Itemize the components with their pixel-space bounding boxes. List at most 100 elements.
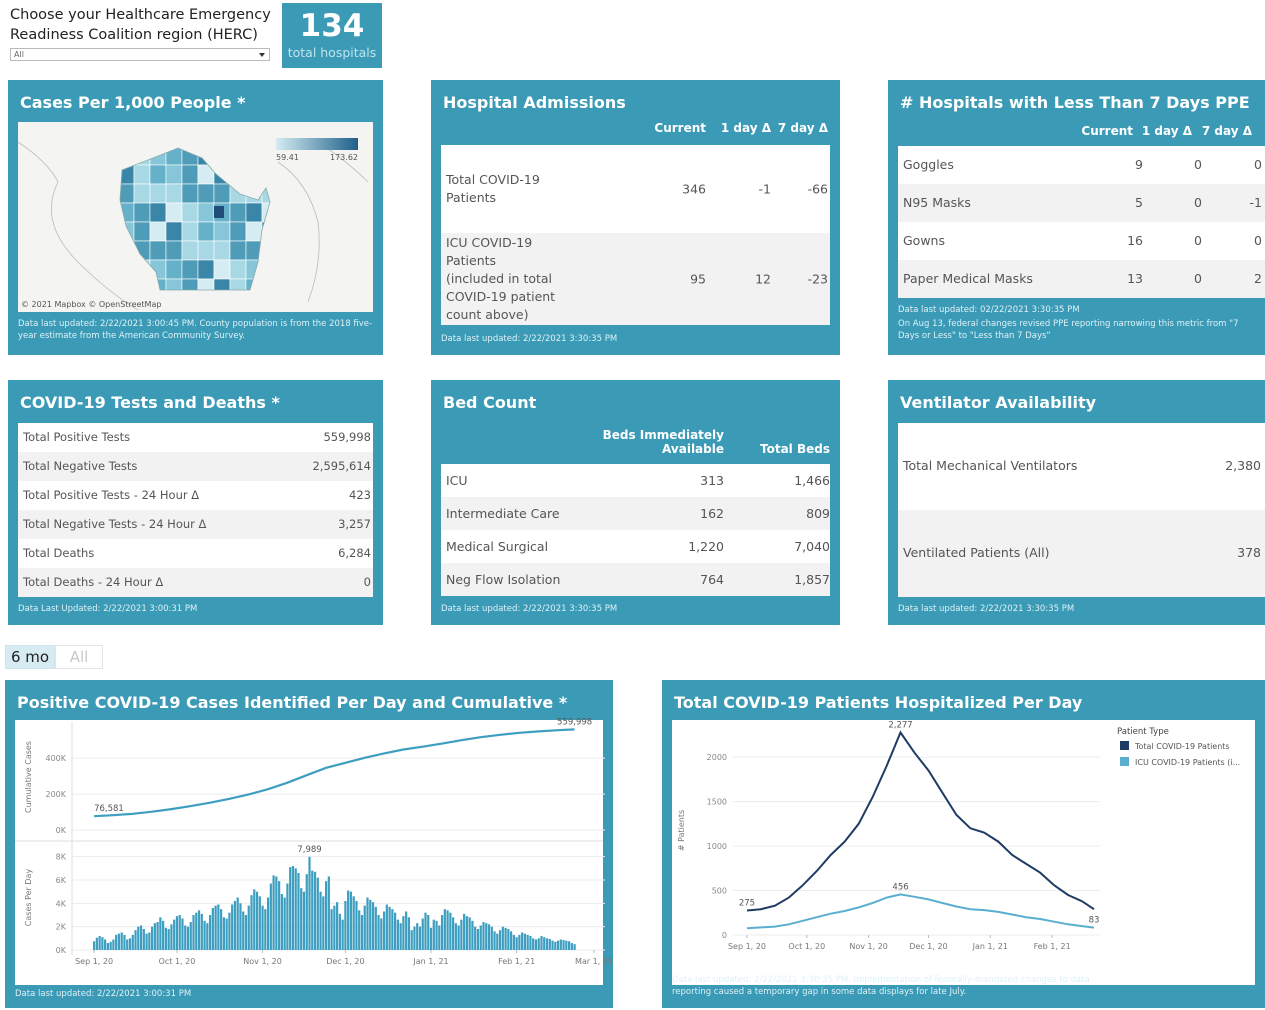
bar [192, 915, 195, 950]
hospital-count: 134 [299, 8, 365, 44]
county [213, 148, 231, 166]
bar [479, 925, 482, 950]
row-label: Medical Surgical [446, 539, 549, 554]
bar [438, 925, 441, 950]
bar [233, 901, 237, 950]
row-label: Total Negative Tests [23, 459, 138, 473]
bar [203, 920, 206, 950]
bar [336, 902, 339, 950]
table-row: Paper Medical Masks 13 0 2 [898, 260, 1265, 298]
county [165, 164, 183, 185]
row-value: -23 [807, 271, 828, 287]
row-value: 9 [1135, 157, 1143, 172]
dropdown-arrow [259, 53, 265, 57]
bar [421, 918, 424, 950]
bar [529, 936, 532, 950]
y-tick-label: 0 [722, 931, 727, 940]
row-value: 2 [1254, 271, 1262, 286]
bar [322, 896, 325, 950]
county [149, 221, 167, 242]
row-label: ICU COVID-19 Patients (included in total… [446, 235, 556, 322]
bar [294, 868, 297, 950]
bar [170, 924, 173, 950]
y-tick-label: 2K [56, 923, 67, 932]
panel-title: Cases Per 1,000 People * [20, 93, 246, 112]
bar [112, 939, 115, 950]
x-tick-label: Jan 1, 21 [412, 957, 448, 966]
row-value: 559,998 [323, 430, 371, 444]
row-label: N95 Masks [903, 195, 971, 210]
bar [244, 915, 248, 950]
bar [247, 905, 250, 950]
row-label: Neg Flow Isolation [446, 572, 561, 587]
county [261, 259, 270, 280]
panel: # Hospitals with Less Than 7 Days PPE Cur… [888, 80, 1265, 355]
bar [540, 936, 543, 950]
table-row: N95 Masks 5 0 -1 [898, 184, 1265, 222]
bar [214, 905, 217, 950]
bar [211, 908, 214, 950]
bar [474, 926, 477, 950]
county [213, 259, 231, 280]
footnote: Data last updated: 2/22/2021 3:30:35 PM [441, 604, 618, 614]
row-value: 0 [1194, 233, 1202, 248]
legend-label: ICU COVID-19 Patients (i... [1135, 758, 1240, 767]
chart: 0 500 1000 1500 2000 Sep 1, 20 Oct 1, 20 Nov 1,… [677, 720, 1240, 951]
bar [178, 915, 181, 950]
row-label: Gowns [903, 233, 945, 248]
range-button[interactable]: 6 mo [5, 645, 55, 669]
legend-bar [276, 138, 358, 150]
bar [278, 881, 281, 950]
table-row: Gowns 16 0 0 [898, 222, 1265, 260]
bar [264, 909, 267, 950]
y-axis-label: # Patients [677, 810, 686, 851]
bar [429, 927, 433, 950]
county [261, 278, 270, 290]
bar [382, 911, 386, 950]
footnote: Data Last Updated: 2/22/2021 3:00:31 PM [18, 604, 198, 614]
bar [148, 932, 151, 950]
bar [258, 896, 261, 950]
y-tick-label: 0K [56, 826, 67, 835]
bar [537, 938, 540, 950]
bar [496, 933, 499, 950]
county [149, 259, 167, 280]
bar [316, 877, 319, 950]
row-value: 6,284 [338, 546, 371, 560]
row-label: Goggles [903, 157, 954, 172]
row-value: 1,466 [794, 473, 830, 488]
bar [548, 938, 551, 950]
row-value: 162 [700, 506, 724, 521]
y-tick-label: 500 [712, 887, 727, 896]
range-button[interactable]: All [55, 645, 103, 669]
legend-title: Patient Type [1117, 727, 1169, 737]
footnote: Data last updated: 2/22/2021 3:30:35 PM [898, 604, 1075, 614]
row-value: 809 [806, 506, 830, 521]
county [229, 240, 247, 261]
hospital-count-box: 134 total hospitals [282, 3, 382, 68]
bar [457, 925, 460, 950]
bar [153, 923, 156, 950]
county [165, 183, 183, 204]
column-header: Current [1081, 124, 1133, 138]
county [197, 240, 215, 261]
y-axis-label: Cases Per Day [24, 869, 33, 927]
county [197, 259, 215, 280]
bar [515, 937, 518, 950]
chart-panel: Total COVID-19 Patients Hospitalized Per… [662, 680, 1265, 1008]
bar [302, 891, 306, 950]
row-value: 0 [1254, 157, 1262, 172]
bar [565, 940, 568, 950]
bar [410, 930, 413, 950]
county [229, 278, 247, 290]
row-label: Total Deaths - 24 Hour Δ [23, 575, 164, 589]
region-dropdown[interactable]: All [10, 48, 270, 61]
bar [206, 923, 209, 950]
bar [255, 891, 259, 950]
county [133, 164, 151, 185]
county [245, 183, 263, 204]
bar [402, 916, 405, 950]
bar [446, 910, 449, 950]
data-label: 559,998 [557, 717, 592, 727]
